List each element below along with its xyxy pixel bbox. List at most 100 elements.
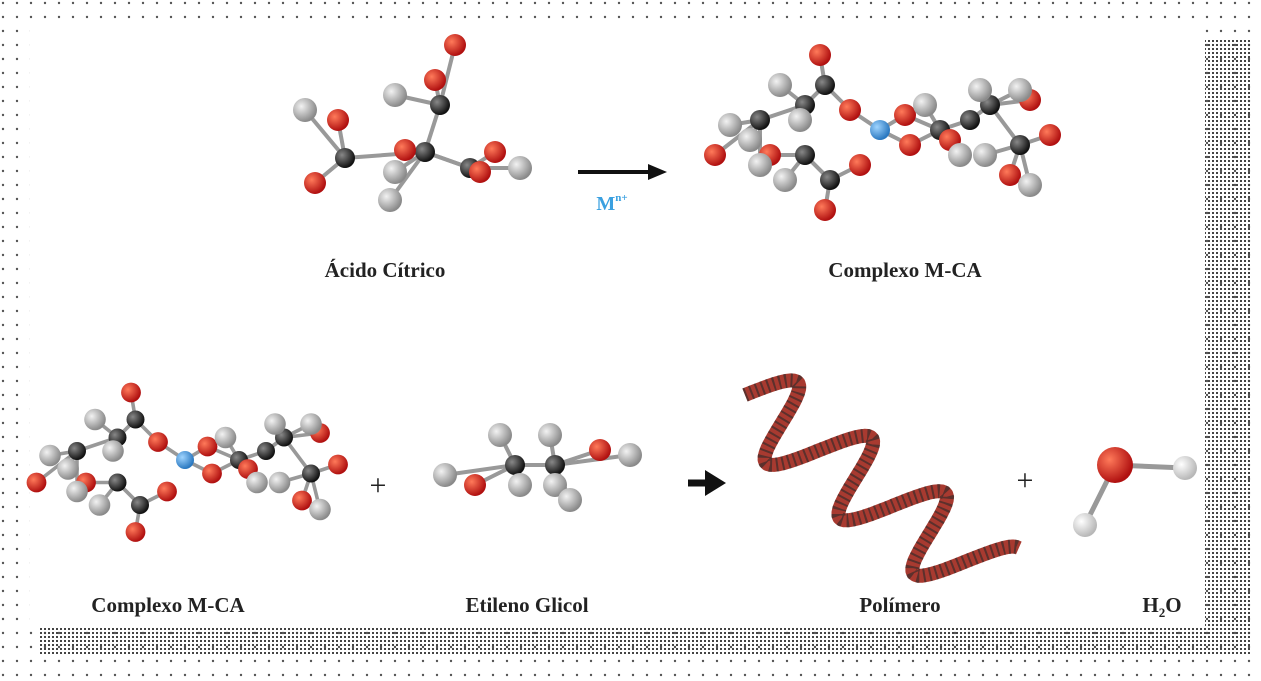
atom (383, 160, 407, 184)
atom (176, 451, 194, 469)
atom (430, 95, 450, 115)
atom (293, 98, 317, 122)
label: Polímero (859, 593, 940, 617)
atom (257, 442, 275, 460)
atom (508, 473, 532, 497)
label: Complexo M-CA (828, 258, 982, 282)
atom (1039, 124, 1061, 146)
atom (738, 128, 762, 152)
atom (1008, 78, 1032, 102)
atom (464, 474, 486, 496)
atom (508, 156, 532, 180)
atom (505, 455, 525, 475)
atom (89, 494, 111, 516)
label: Etileno Glicol (465, 593, 588, 617)
atom (1073, 513, 1097, 537)
atom (558, 488, 582, 512)
atom (131, 496, 149, 514)
atom (198, 437, 218, 457)
atom (148, 432, 168, 452)
atom (913, 93, 937, 117)
atom (973, 143, 997, 167)
atom (589, 439, 611, 461)
atom (327, 109, 349, 131)
atom (269, 472, 291, 494)
atom (335, 148, 355, 168)
atom (378, 188, 402, 212)
atom (39, 445, 61, 467)
atom (383, 83, 407, 107)
atom (264, 413, 286, 435)
atom (1010, 135, 1030, 155)
shadow-bottom (40, 622, 1250, 656)
atom (750, 110, 770, 130)
atom (545, 455, 565, 475)
panel (30, 28, 1205, 626)
page: {"top": {"reactant_label": "Ácido Cítric… (0, 0, 1261, 681)
atom (815, 75, 835, 95)
atom (748, 153, 772, 177)
atom (773, 168, 797, 192)
atom (304, 172, 326, 194)
metal: M (596, 193, 615, 215)
atom (57, 458, 79, 480)
atom (795, 145, 815, 165)
atom (469, 161, 491, 183)
atom (27, 473, 47, 493)
atom (109, 474, 127, 492)
atom (704, 144, 726, 166)
plus: + (1017, 464, 1034, 497)
atom (899, 134, 921, 156)
atom (202, 464, 222, 484)
atom (66, 481, 88, 503)
atom (102, 440, 124, 462)
formula-part: O (1165, 593, 1181, 617)
atom (328, 455, 348, 475)
atom (300, 413, 322, 435)
formula-part: H (1142, 593, 1158, 617)
atom (948, 143, 972, 167)
atom (157, 482, 177, 502)
atom (433, 463, 457, 487)
atom (424, 69, 446, 91)
atom (292, 491, 312, 511)
atom (309, 499, 331, 521)
atom (488, 423, 512, 447)
atom (127, 411, 145, 429)
atom (618, 443, 642, 467)
plus: + (370, 469, 387, 502)
atom (484, 141, 506, 163)
atom (999, 164, 1021, 186)
atom (415, 142, 435, 162)
atom (1097, 447, 1133, 483)
atom (215, 427, 237, 449)
atom (538, 423, 562, 447)
diagram: Mn+ Ácido Cítrico Complexo M-CA Complexo… (0, 0, 1261, 681)
atom (960, 110, 980, 130)
atom (820, 170, 840, 190)
charge: n+ (615, 192, 627, 204)
atom (894, 104, 916, 126)
shadow-right (1200, 38, 1250, 648)
atom (814, 199, 836, 221)
atom (768, 73, 792, 97)
atom (870, 120, 890, 140)
atom (1018, 173, 1042, 197)
atom (718, 113, 742, 137)
atom (68, 442, 86, 460)
atom (809, 44, 831, 66)
label: Ácido Cítrico (325, 258, 446, 282)
atom (84, 409, 106, 431)
atom (394, 139, 416, 161)
atom (968, 78, 992, 102)
atom (246, 472, 268, 494)
atom (839, 99, 861, 121)
atom (121, 383, 141, 403)
atom (1173, 456, 1197, 480)
atom (444, 34, 466, 56)
atom (126, 522, 146, 542)
label: Complexo M-CA (91, 593, 245, 617)
atom (302, 465, 320, 483)
atom (849, 154, 871, 176)
atom (788, 108, 812, 132)
